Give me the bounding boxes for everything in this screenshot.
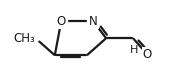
Text: O: O <box>143 48 152 61</box>
Text: O: O <box>57 15 66 28</box>
Text: H: H <box>130 45 139 55</box>
Text: CH₃: CH₃ <box>14 32 35 45</box>
Text: N: N <box>89 15 98 28</box>
